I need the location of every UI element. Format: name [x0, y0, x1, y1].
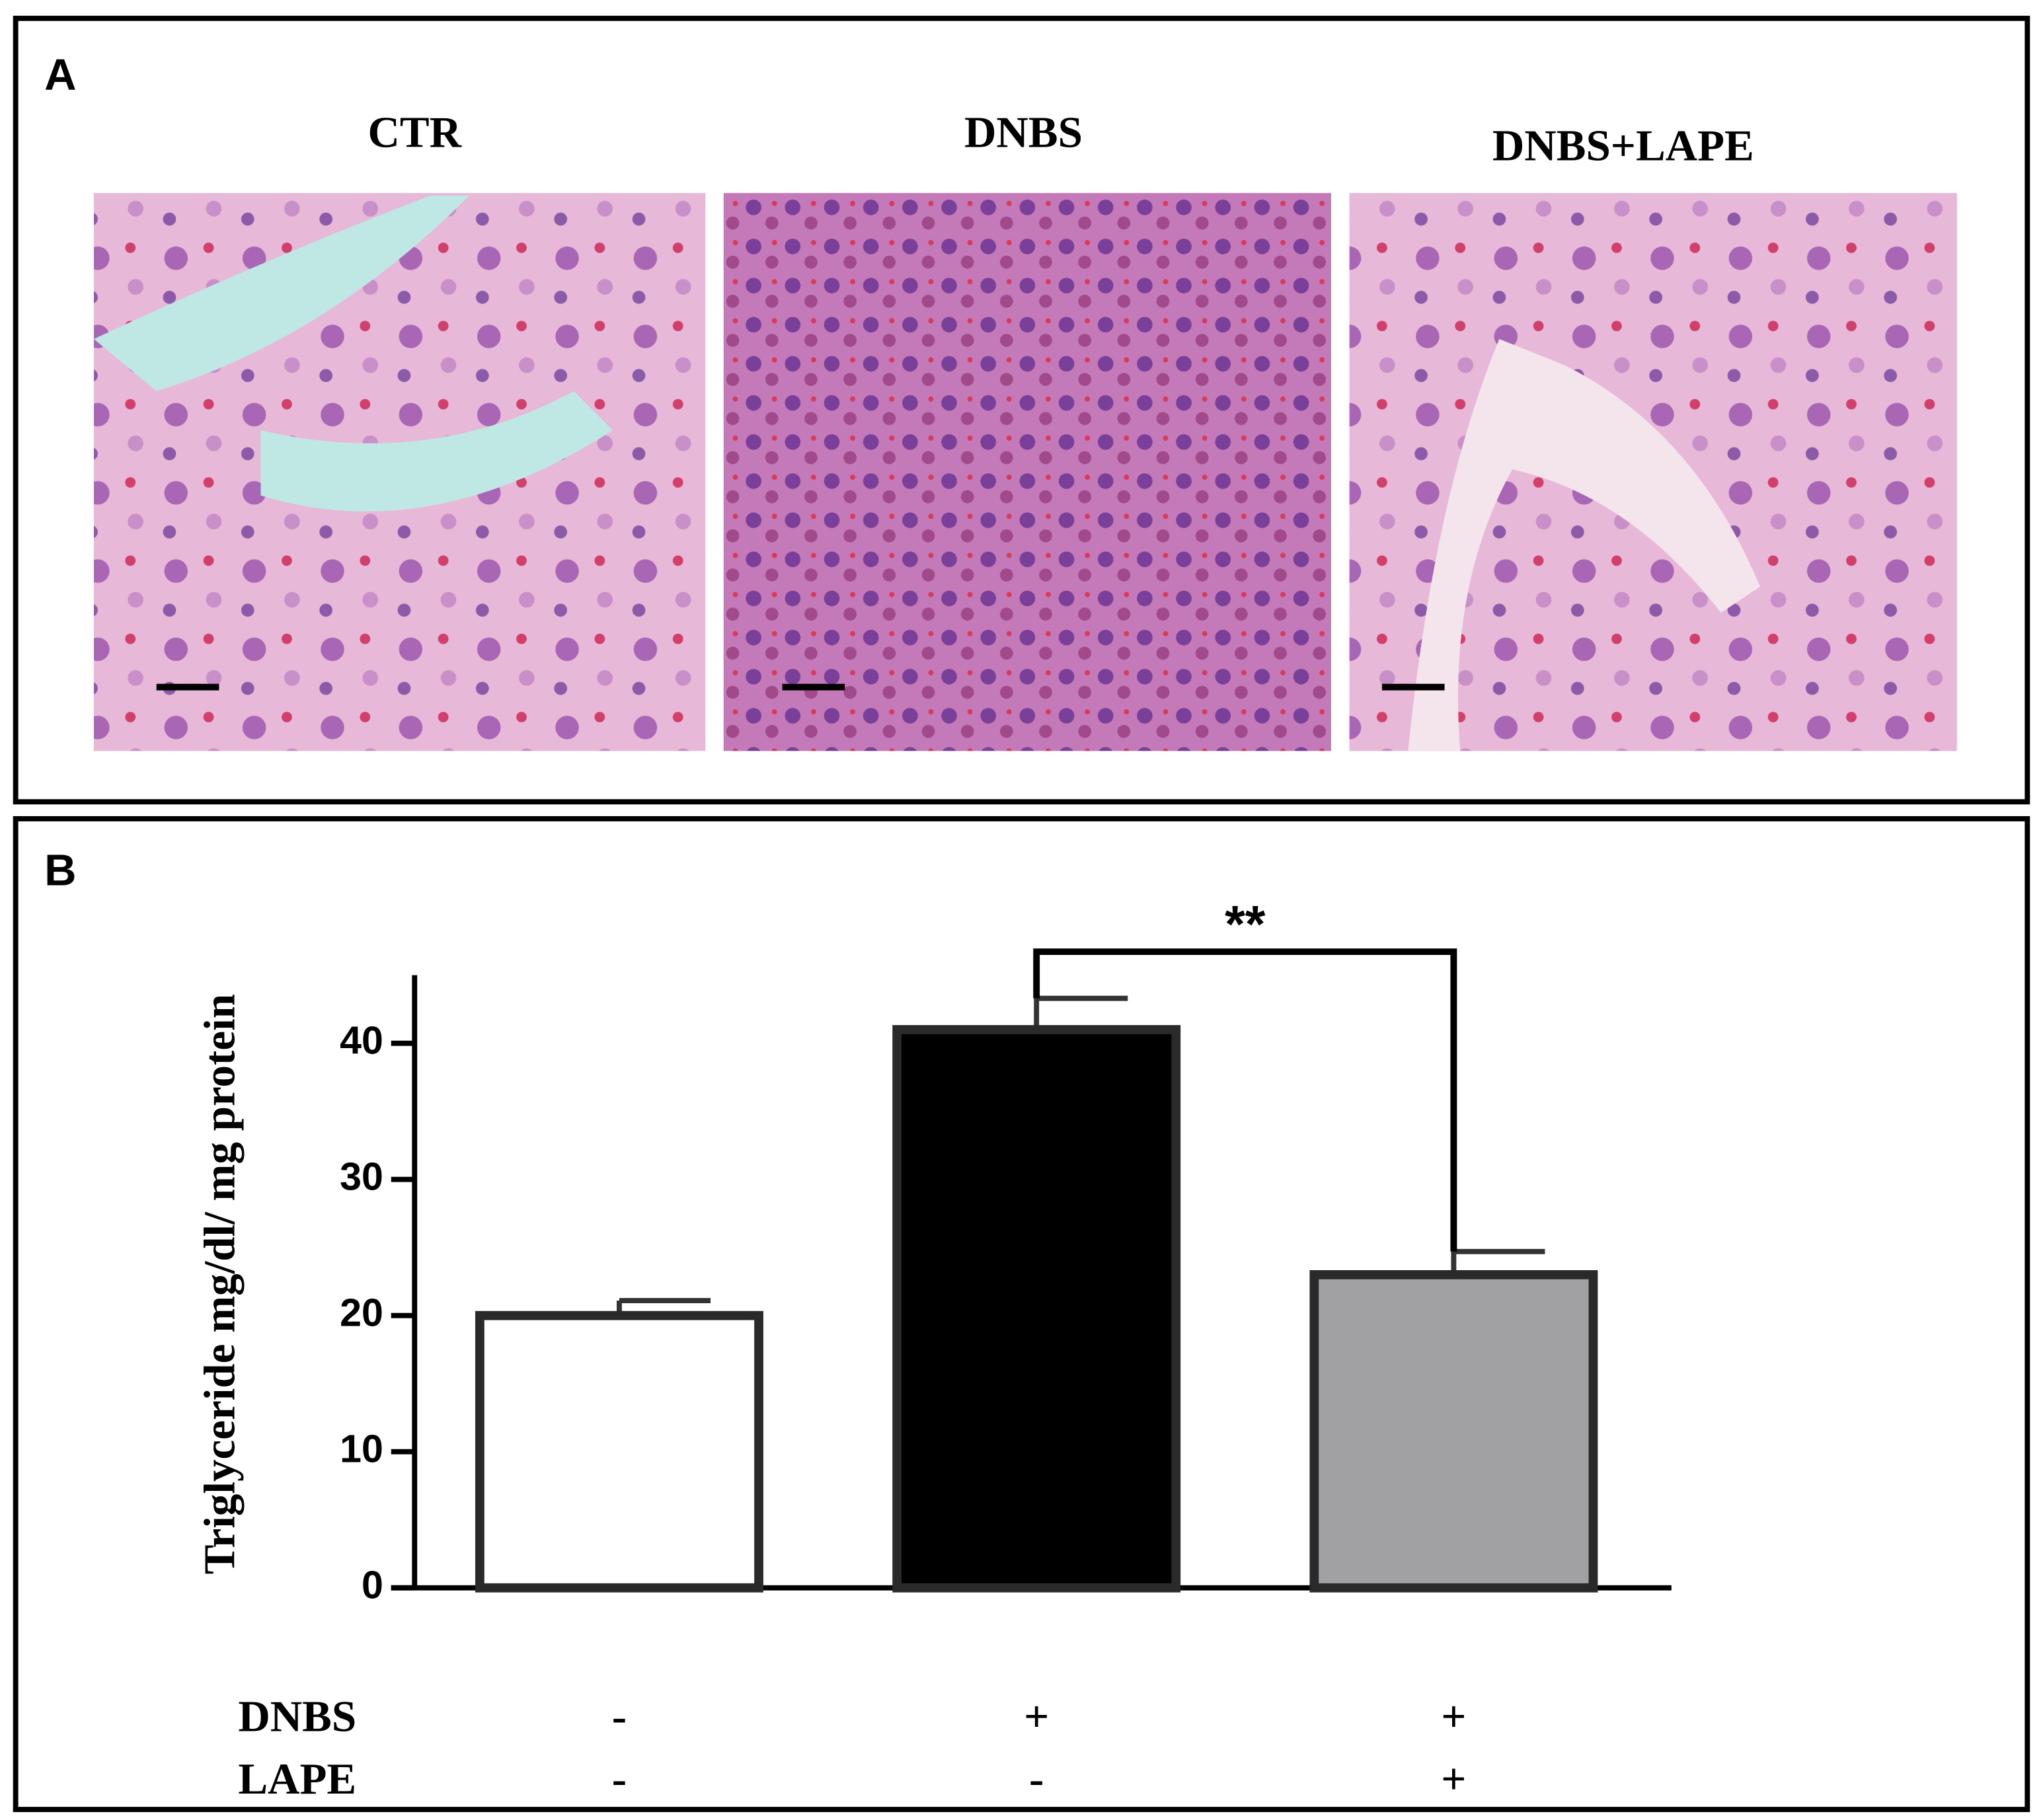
treatment-value: -: [612, 1691, 627, 1741]
treatment-value: +: [1024, 1691, 1049, 1741]
panel-frame: [13, 815, 2030, 1813]
treatment-name: DNBS: [238, 1691, 356, 1741]
y-tick-label: 10: [340, 1426, 383, 1470]
bar: [892, 1025, 1181, 1593]
panel-label: B: [44, 845, 76, 895]
significance-bracket: [1033, 948, 1457, 1252]
panel-label: A: [44, 50, 76, 100]
treatment-value: -: [612, 1754, 627, 1803]
annotation: **: [1225, 895, 1266, 953]
y-axis-label: Triglyceride mg/dl/ mg protein: [195, 994, 245, 1574]
y-tick-label: 0: [362, 1562, 383, 1607]
micrograph: [723, 193, 1331, 751]
bar: [1309, 1270, 1598, 1593]
bar: [475, 1310, 763, 1593]
y-tick-label: 20: [340, 1290, 383, 1334]
panel-frame: [13, 15, 2030, 805]
micrograph: [1349, 193, 1957, 751]
image-title: DNBS: [964, 108, 1083, 157]
treatment-value: +: [1441, 1754, 1466, 1803]
micrograph: [94, 193, 706, 751]
image-title: DNBS+LAPE: [1492, 120, 1754, 170]
image-title: CTR: [367, 108, 462, 157]
y-tick-label: 40: [340, 1018, 383, 1062]
treatment-value: -: [1029, 1754, 1044, 1803]
y-tick-label: 30: [340, 1154, 383, 1198]
treatment-name: LAPE: [238, 1754, 356, 1803]
treatment-value: +: [1441, 1691, 1466, 1741]
